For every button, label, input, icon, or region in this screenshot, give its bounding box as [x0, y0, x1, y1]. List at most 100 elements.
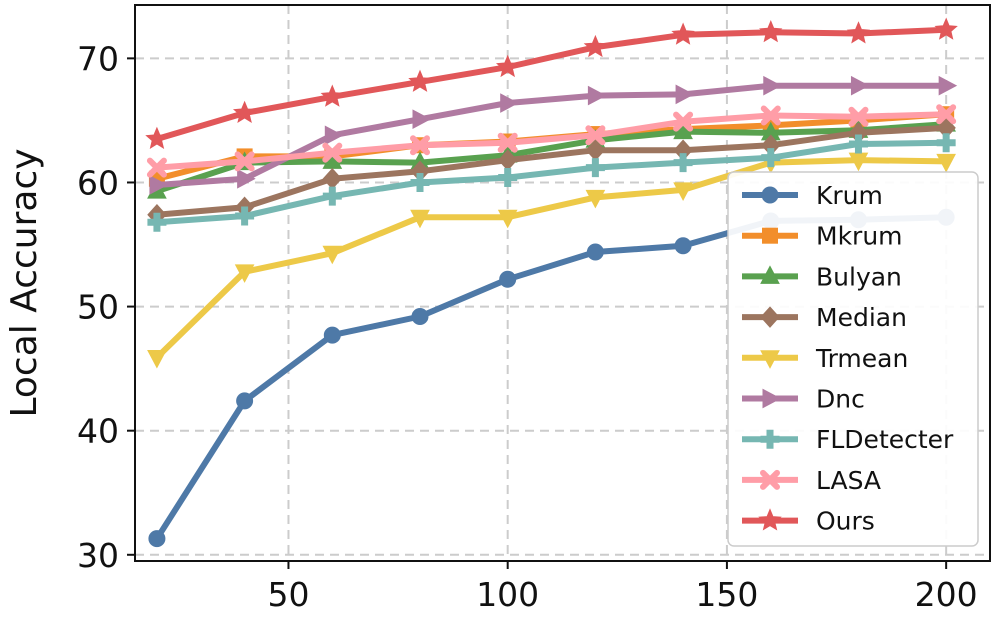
y-tick-label: 30: [77, 536, 119, 575]
legend-items: Krum Mkrum Bulyan Median Trmean Dnc FLDetecter…: [742, 181, 954, 536]
data-point-fldetecter: [761, 148, 781, 168]
data-point-trmean: [936, 153, 956, 173]
x-tick-label: 200: [915, 575, 978, 614]
data-point-ours: [145, 126, 169, 149]
legend-swatch-marker: [760, 429, 780, 449]
legend-swatch-marker: [760, 265, 780, 284]
series-ours: [145, 17, 958, 149]
data-point-fldetecter: [585, 158, 605, 178]
data-point-trmean: [322, 245, 343, 265]
data-point-trmean: [673, 182, 693, 201]
series-line-bulyan: [153, 121, 950, 195]
legend-item-dnc: Dnc: [742, 385, 865, 414]
legend-label: Trmean: [815, 344, 908, 373]
y-tick-label: 70: [77, 39, 119, 78]
data-point-krum: [499, 270, 517, 288]
legend-label: Median: [816, 303, 907, 332]
y-axis-label: Local Accuracy: [4, 148, 45, 417]
legend-label: LASA: [816, 466, 881, 495]
data-point-krum: [236, 392, 254, 410]
data-point-dnc: [237, 168, 256, 189]
legend-swatch-marker: [761, 186, 779, 204]
legend-swatch-marker: [762, 388, 782, 409]
data-point-trmean: [234, 264, 255, 283]
data-point-krum: [674, 237, 692, 255]
data-point-lasa: [497, 132, 518, 153]
data-point-fldetecter: [235, 206, 255, 226]
series-fldetecter: [147, 133, 956, 232]
data-point-trmean: [585, 189, 606, 209]
legend-swatch-marker: [760, 469, 780, 490]
data-point-dnc: [500, 93, 519, 113]
x-tick-label: 150: [695, 575, 758, 614]
data-point-krum: [586, 243, 604, 261]
data-point-ours: [232, 100, 257, 123]
data-point-trmean: [147, 349, 167, 369]
data-point-lasa: [146, 157, 167, 178]
data-point-ours: [846, 21, 871, 44]
data-point-dnc: [324, 125, 344, 146]
data-point-fldetecter: [410, 172, 430, 192]
data-point-lasa: [936, 104, 957, 125]
data-point-dnc: [850, 75, 870, 96]
data-point-lasa: [760, 105, 781, 126]
data-point-ours: [934, 17, 958, 40]
data-point-trmean: [497, 209, 518, 229]
data-point-fldetecter: [936, 133, 956, 153]
legend-label: Ours: [816, 507, 875, 536]
data-point-fldetecter: [848, 134, 868, 154]
data-point-dnc: [412, 109, 432, 130]
legend-label: Dnc: [816, 385, 865, 414]
legend-item-lasa: LASA: [742, 466, 881, 495]
legend-item-ours: Ours: [742, 507, 875, 536]
data-point-lasa: [322, 142, 343, 163]
data-point-dnc: [675, 84, 695, 105]
series-lasa: [146, 104, 957, 178]
legend: Krum Mkrum Bulyan Median Trmean Dnc FLDetecter…: [727, 171, 979, 547]
legend-swatch-marker: [758, 508, 782, 531]
legend-item-trmean: Trmean: [742, 344, 908, 373]
legend-label: FLDetecter: [816, 425, 954, 454]
data-point-lasa: [673, 111, 694, 132]
data-point-ours: [495, 54, 520, 78]
series-line-lasa: [153, 111, 950, 171]
x-tick-label: 50: [267, 575, 309, 614]
data-point-krum: [323, 326, 341, 344]
legend-swatch-marker: [760, 306, 780, 328]
data-point-median: [322, 168, 342, 190]
series-line-trmean: [153, 157, 950, 361]
y-tick-label: 40: [77, 412, 119, 451]
x-tick-label: 100: [476, 575, 539, 614]
legend-item-mkrum: Mkrum: [742, 222, 903, 251]
legend-item-median: Median: [742, 303, 907, 332]
data-point-dnc: [149, 175, 168, 195]
plot-frame: [134, 4, 991, 562]
data-point-fldetecter: [147, 212, 167, 232]
data-point-ours: [320, 84, 345, 107]
y-tick-label: 60: [77, 163, 119, 202]
data-point-ours: [759, 19, 783, 43]
data-point-lasa: [410, 135, 430, 156]
data-point-krum: [411, 308, 429, 326]
series-line-median: [153, 124, 950, 218]
data-point-trmean: [410, 209, 430, 229]
legend-item-krum: Krum: [742, 181, 883, 210]
axis-ticks: 50 100 150 200 30 40 50 60 70: [77, 39, 978, 614]
legend-item-bulyan: Bulyan: [742, 262, 902, 291]
data-point-ours: [671, 22, 695, 45]
legend-swatch-marker: [762, 227, 778, 244]
data-point-ours: [408, 69, 432, 92]
series-line-fldetecter: [153, 139, 950, 226]
data-point-dnc: [587, 85, 607, 106]
legend-box: [727, 171, 979, 547]
legend-label: Krum: [816, 181, 883, 210]
series-lines: [145, 17, 958, 548]
data-point-fldetecter: [498, 168, 518, 188]
data-point-krum: [148, 530, 166, 548]
data-point-dnc: [763, 75, 782, 96]
data-point-lasa: [234, 151, 255, 172]
data-point-dnc: [938, 75, 958, 96]
series-line-ours: [153, 26, 950, 142]
data-point-lasa: [585, 125, 606, 146]
